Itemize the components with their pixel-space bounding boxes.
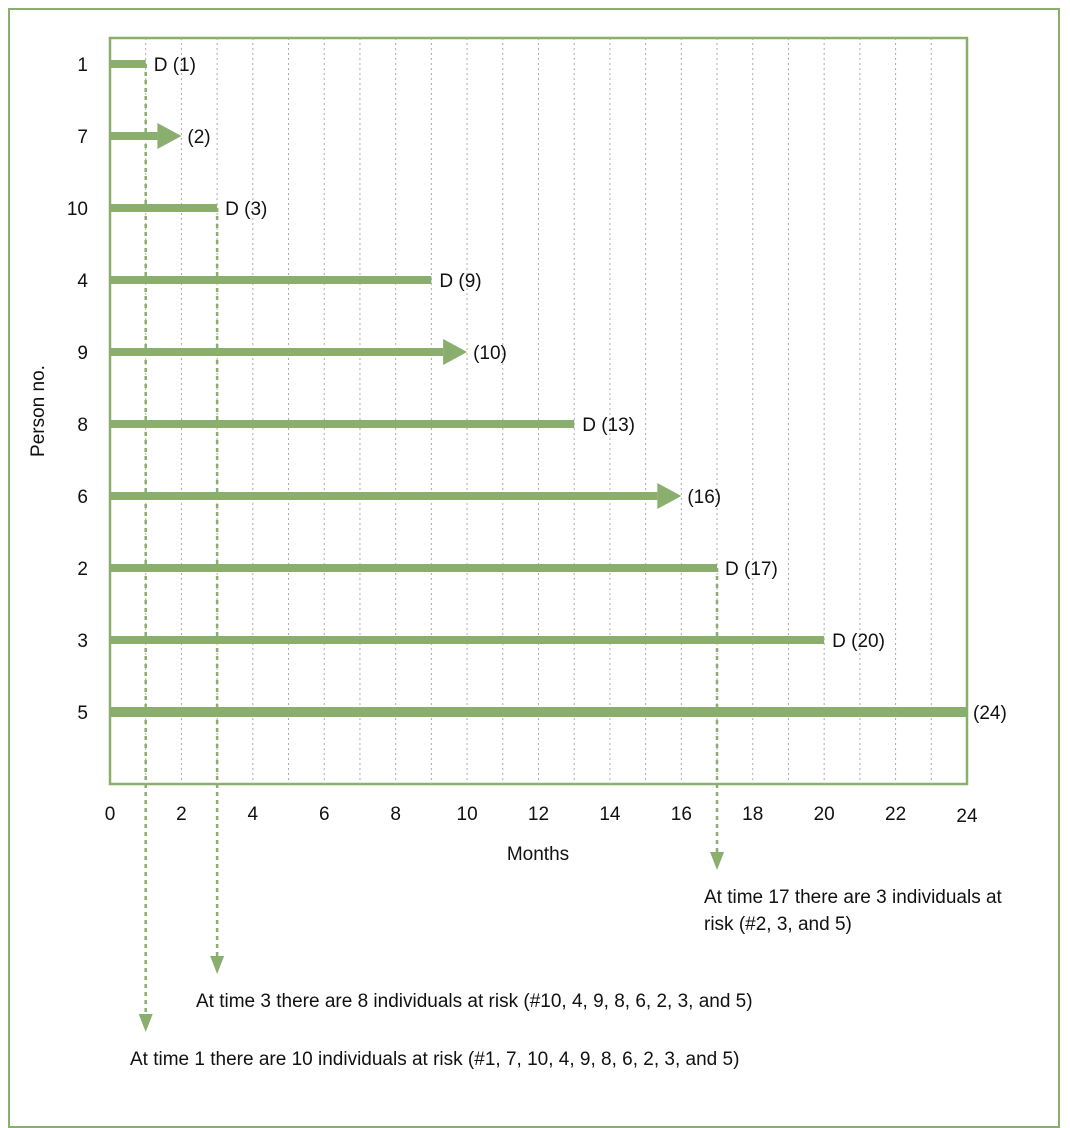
annotation-time-3-line-1: At time 3 there are 8 individuals at ris… — [196, 991, 753, 1012]
y-tick-label-person-4: 4 — [77, 271, 88, 292]
bar-label-person-3: D (20) — [832, 631, 885, 652]
x-tick-label: 20 — [814, 804, 835, 825]
bar-person-8 — [110, 420, 575, 428]
risk-pointer-arrowhead-time-1 — [138, 1014, 153, 1032]
bar-person-9 — [110, 348, 444, 356]
bar-person-10 — [110, 204, 218, 212]
y-tick-label-person-5: 5 — [77, 703, 88, 724]
annotation-time-1: At time 1 there are 10 individuals at ri… — [130, 1046, 850, 1073]
x-tick-label: 10 — [457, 804, 478, 825]
bar-person-2 — [110, 564, 718, 572]
x-tick-label: 22 — [885, 804, 906, 825]
x-tick-label: 2 — [176, 804, 187, 825]
x-tick-labels: 0 2 4 6 8 10 12 14 16 18 20 22 24 — [105, 804, 978, 827]
bar-label-person-10: D (3) — [225, 199, 267, 220]
bar-person-7 — [110, 132, 158, 140]
bar-label-person-2: D (17) — [725, 559, 778, 580]
x-tick-label: 16 — [671, 804, 692, 825]
annotation-time-3: At time 3 there are 8 individuals at ris… — [196, 988, 896, 1015]
y-tick-label-person-6: 6 — [77, 487, 88, 508]
bar-person-4 — [110, 276, 432, 284]
bar-person-3 — [110, 636, 825, 644]
y-tick-label-person-9: 9 — [77, 343, 88, 364]
y-tick-label-person-10: 10 — [67, 199, 88, 220]
annotation-time-1-line-1: At time 1 there are 10 individuals at ri… — [130, 1049, 740, 1070]
y-tick-label-person-2: 2 — [77, 559, 88, 580]
censored-arrowhead-person-6 — [657, 483, 682, 509]
x-tick-label: 6 — [319, 804, 330, 825]
bar-label-person-5: (24) — [973, 703, 1007, 724]
x-tick-label: 14 — [599, 804, 621, 825]
swimmer-chart: D (1) (2) D (3) D (9) (10) D (13) (16) D (17) D … — [28, 36, 1007, 1032]
bar-label-person-8: D (13) — [582, 415, 635, 436]
bar-label-person-1: D (1) — [154, 55, 196, 76]
bar-person-5 — [110, 707, 967, 717]
y-axis-label: Person no. — [28, 365, 49, 457]
y-tick-label-person-3: 3 — [77, 631, 88, 652]
x-axis-label: Months — [507, 844, 569, 865]
risk-annotations — [138, 64, 725, 1032]
bar-label-person-4: D (9) — [439, 271, 481, 292]
x-tick-label: 8 — [390, 804, 401, 825]
censored-arrowhead-person-9 — [443, 339, 468, 365]
x-tick-label: 24 — [956, 806, 978, 827]
x-tick-label: 0 — [105, 804, 116, 825]
x-tick-label: 12 — [528, 804, 549, 825]
bars: D (1) (2) D (3) D (9) (10) D (13) (16) D (17) D … — [110, 55, 1007, 724]
y-tick-label-person-7: 7 — [77, 127, 88, 148]
bar-label-person-9: (10) — [473, 343, 507, 364]
annotation-time-17-line-2: risk (#2, 3, and 5) — [704, 914, 852, 935]
risk-pointer-arrowhead-time-17 — [710, 852, 725, 870]
bar-label-person-7: (2) — [187, 127, 210, 148]
bar-person-6 — [110, 492, 658, 500]
y-tick-label-person-1: 1 — [77, 55, 88, 76]
bar-label-person-6: (16) — [687, 487, 721, 508]
y-tick-label-person-8: 8 — [77, 415, 88, 436]
x-tick-label: 4 — [248, 804, 259, 825]
x-tick-label: 18 — [742, 804, 763, 825]
annotation-time-17: At time 17 there are 3 individuals at ri… — [704, 884, 1054, 938]
y-tick-labels: 1 7 10 4 9 8 6 2 3 5 — [67, 55, 89, 724]
annotation-time-17-line-1: At time 17 there are 3 individuals at — [704, 887, 1002, 908]
bar-person-1 — [110, 60, 146, 68]
risk-pointer-arrowhead-time-3 — [210, 956, 225, 974]
censored-arrowhead-person-7 — [157, 123, 182, 149]
gridlines — [145, 38, 932, 784]
